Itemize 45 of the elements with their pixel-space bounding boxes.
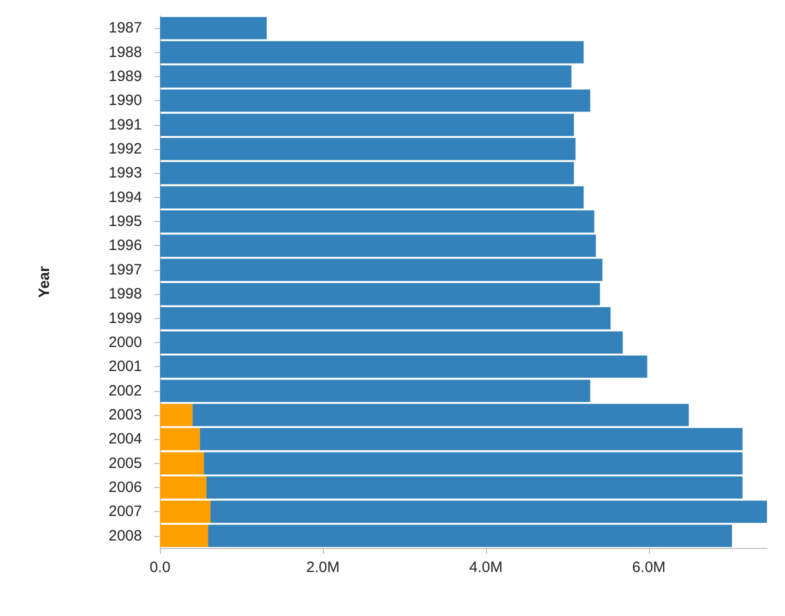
y-tick-label: 1995 — [108, 213, 142, 230]
bar — [160, 210, 594, 233]
bar — [160, 331, 623, 354]
y-tick-label: 2006 — [108, 479, 142, 496]
y-tick-label: 1993 — [108, 164, 142, 182]
x-tick-label: 0.0 — [150, 559, 170, 576]
bar — [160, 258, 602, 282]
y-tick-label: 2004 — [108, 430, 142, 448]
bar — [160, 41, 584, 64]
y-tick-label: 1991 — [108, 116, 142, 134]
y-tick-label: 2007 — [108, 503, 142, 520]
bar — [192, 404, 689, 426]
y-tick-label: 2000 — [108, 334, 142, 351]
bar — [160, 307, 611, 330]
y-tick-label: 1992 — [108, 140, 142, 158]
bar — [160, 282, 600, 306]
bar — [160, 404, 193, 426]
bar — [206, 476, 743, 499]
x-tick-label: 6.0M — [632, 559, 666, 576]
y-tick-label: 1997 — [108, 261, 142, 278]
y-tick-label: 1999 — [108, 310, 142, 327]
y-tick-label: 1998 — [108, 286, 142, 303]
bar — [210, 500, 767, 523]
y-tick-label: 2003 — [108, 406, 142, 424]
y-tick-label: 1990 — [108, 92, 142, 110]
bar — [160, 476, 206, 499]
y-tick-label: 2008 — [108, 527, 142, 544]
x-tick-label: 4.0M — [469, 559, 503, 576]
bar — [160, 138, 576, 160]
y-tick-label: 1989 — [108, 68, 142, 85]
bar — [160, 65, 572, 88]
bar — [160, 234, 596, 257]
y-axis-title: Year — [36, 266, 53, 298]
bar — [160, 524, 208, 548]
bar — [160, 500, 211, 523]
y-tick-label: 1996 — [108, 237, 142, 254]
y-tick-label: 1994 — [108, 188, 142, 206]
bar — [208, 524, 732, 548]
bar — [160, 16, 267, 40]
y-tick-label: 2001 — [108, 358, 142, 376]
x-tick-label: 2.0M — [306, 559, 340, 576]
y-tick-label: 1987 — [108, 20, 142, 37]
y-tick-label: 2005 — [108, 454, 142, 472]
y-tick-label: 2002 — [108, 382, 142, 400]
y-tick-label: 1988 — [108, 44, 142, 61]
